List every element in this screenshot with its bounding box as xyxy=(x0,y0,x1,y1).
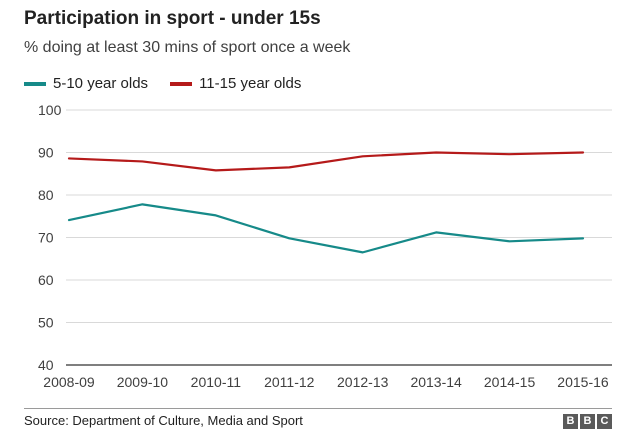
footer-divider xyxy=(24,408,612,409)
y-tick-label: 70 xyxy=(38,230,54,246)
y-tick-label: 90 xyxy=(38,145,54,161)
legend-swatch-11-15 xyxy=(170,81,193,86)
legend-label-5-10: 5-10 year olds xyxy=(53,75,149,92)
legend-item-5-10: 5-10 year olds xyxy=(24,75,148,92)
x-tick-label: 2013-14 xyxy=(410,374,462,390)
bbc-logo-letter: B xyxy=(563,414,578,429)
bbc-logo-letter: C xyxy=(597,414,612,429)
legend-item-11-15: 11-15 year olds xyxy=(170,75,301,92)
x-tick-label: 2012-13 xyxy=(337,374,389,390)
x-tick-label: 2011-12 xyxy=(264,374,315,390)
x-tick-label: 2014-15 xyxy=(484,374,536,390)
x-tick-label: 2015-16 xyxy=(557,374,609,390)
legend: 5-10 year olds 11-15 year olds xyxy=(24,75,323,92)
legend-swatch-5-10 xyxy=(24,81,46,86)
series-line-11-15 xyxy=(67,151,585,172)
x-tick-label: 2008-09 xyxy=(43,374,95,390)
chart-title: Participation in sport - under 15s xyxy=(24,8,321,29)
series-line-5-10 xyxy=(67,203,585,254)
source-note: Source: Department of Culture, Media and… xyxy=(24,413,303,428)
y-tick-label: 50 xyxy=(38,315,54,331)
x-tick-label: 2010-11 xyxy=(191,374,242,390)
y-tick-label: 80 xyxy=(38,187,54,203)
y-tick-label: 40 xyxy=(38,357,54,373)
bbc-logo-letter: B xyxy=(580,414,595,429)
bbc-logo: B B C xyxy=(561,414,612,429)
legend-label-11-15: 11-15 year olds xyxy=(199,75,302,92)
x-tick-label: 2009-10 xyxy=(117,374,169,390)
y-tick-label: 100 xyxy=(38,102,62,118)
chart-subtitle: % doing at least 30 mins of sport once a… xyxy=(24,39,351,56)
y-tick-label: 60 xyxy=(38,272,54,288)
